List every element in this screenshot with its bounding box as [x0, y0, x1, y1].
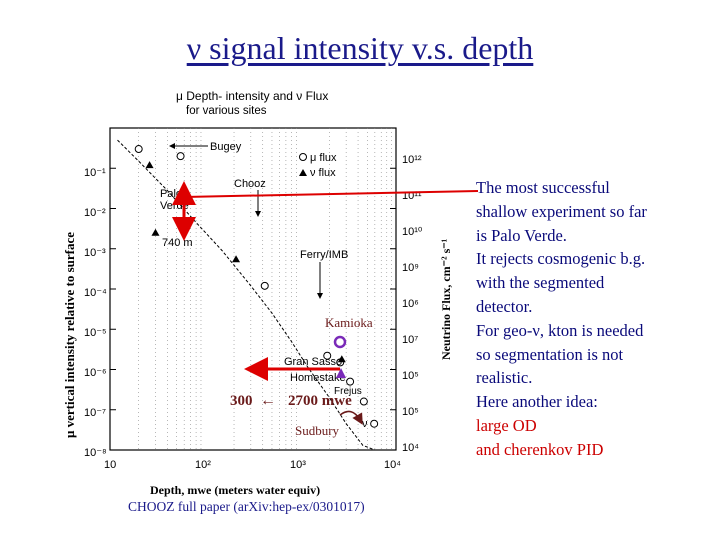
- palo-verde-to-text-line: [183, 190, 479, 198]
- explanation-line-highlight: and cherenkov PID: [476, 439, 604, 459]
- y2-tick-label: 10⁷: [402, 334, 418, 346]
- explanation-line: For geo-ν, kton is needed: [476, 320, 644, 340]
- legend-nu-label: ν flux: [310, 167, 336, 179]
- kamioka-marker: [333, 335, 347, 349]
- y-axis-label: μ vertical intensity relative to surface: [62, 232, 77, 438]
- nu-point: [337, 355, 346, 363]
- nu-points: [145, 161, 346, 363]
- depth-range-end: 2700 mwe: [288, 393, 352, 409]
- y2-tick-label: 10⁵: [402, 370, 419, 382]
- mu-point: [323, 351, 332, 360]
- y2-tick-label: 10⁴: [402, 442, 419, 454]
- site-label-bugey: Bugey: [210, 141, 242, 153]
- nu-point: [145, 161, 154, 169]
- y-tick-label: 10⁻⁸: [84, 447, 107, 459]
- y-tick-label: 10⁻⁵: [84, 327, 107, 339]
- chart-subtitle: for various sites: [186, 105, 267, 117]
- chart-title: μ Depth- intensity and ν Flux: [176, 89, 328, 103]
- y2-tick-label: 10⁹: [402, 262, 419, 274]
- explanation-line: Here another idea:: [476, 392, 598, 412]
- source-caption: CHOOZ full paper (arXiv:hep-ex/0301017): [128, 499, 365, 514]
- sudbury-arrow: [339, 410, 363, 425]
- explanation-line: detector.: [476, 296, 533, 316]
- nu-point: [151, 228, 160, 236]
- slide-title: ν signal intensity v.s. depth: [186, 30, 534, 66]
- mu-point: [260, 281, 269, 290]
- mu-point: [134, 145, 143, 154]
- site-label-chooz: Chooz: [234, 178, 266, 190]
- kamioka-label: Kamioka: [325, 315, 373, 330]
- legend-nu-marker: [299, 169, 307, 176]
- y-tick-label: 10⁻³: [84, 247, 106, 259]
- mu-point: [346, 377, 355, 386]
- mu-point: [370, 419, 379, 428]
- x-tick-label: 10²: [195, 459, 211, 471]
- explanation-line: It rejects cosmogenic b.g.: [476, 249, 646, 269]
- y-tick-label: 10⁻²: [84, 207, 106, 219]
- legend-mu-label: μ flux: [310, 152, 337, 164]
- y-tick-label: 10⁻⁶: [84, 367, 107, 379]
- gridlines: [110, 128, 396, 451]
- site-label-homestake: Homestake: [290, 372, 346, 384]
- site-label-frejus: Frejus: [334, 386, 362, 397]
- y2-tick-label: 10¹²: [402, 154, 422, 166]
- y2-tick-label: 10⁵: [402, 406, 419, 418]
- x-tick-label: 10: [104, 459, 116, 471]
- x-tick-label: 10³: [290, 459, 306, 471]
- y2-axis-label: Neutrino Flux, cm⁻² s⁻¹: [439, 238, 453, 360]
- mu-point: [176, 152, 185, 161]
- depth-range-arrow-glyph: ←: [260, 392, 276, 409]
- site-label-740m: 740 m: [162, 237, 193, 249]
- sudbury-label: Sudbury: [295, 423, 340, 438]
- mu-point: [359, 397, 368, 406]
- y2-tick-label: 10¹⁰: [402, 226, 423, 238]
- site-label-nu: ν: [362, 418, 368, 430]
- depth-range-start: 300: [230, 393, 253, 409]
- explanation-line: is Palo Verde.: [476, 225, 567, 245]
- explanation-line: The most successful: [476, 178, 610, 197]
- kamioka-nu-marker: [336, 368, 346, 378]
- y-tick-label: 10⁻¹: [84, 167, 106, 179]
- explanation-line: shallow experiment so far: [476, 201, 647, 221]
- mu-points: [134, 145, 379, 428]
- explanation-line: with the segmented: [476, 273, 605, 293]
- explanation-text: The most successful shallow experiment s…: [476, 176, 716, 462]
- y-tick-label: 10⁻⁴: [84, 287, 107, 299]
- site-label-gran-sasso: Gran Sasso: [284, 356, 342, 368]
- x-axis-label: Depth, mwe (meters water equiv): [150, 483, 320, 497]
- legend-mu-marker: [299, 153, 307, 161]
- legend: μ flux ν flux: [299, 152, 337, 179]
- explanation-line-highlight: large OD: [476, 415, 537, 435]
- x-tick-label: 10⁴: [384, 459, 401, 471]
- explanation-line: realistic.: [476, 368, 533, 388]
- site-label-imb: Ferry/IMB: [300, 249, 348, 261]
- y-tick-label: 10⁻⁷: [84, 407, 106, 419]
- nu-point: [232, 255, 241, 263]
- y2-tick-label: 10⁶: [402, 298, 419, 310]
- site-label-palo: Palo: [160, 188, 182, 200]
- explanation-line: so segmentation is not: [476, 344, 624, 364]
